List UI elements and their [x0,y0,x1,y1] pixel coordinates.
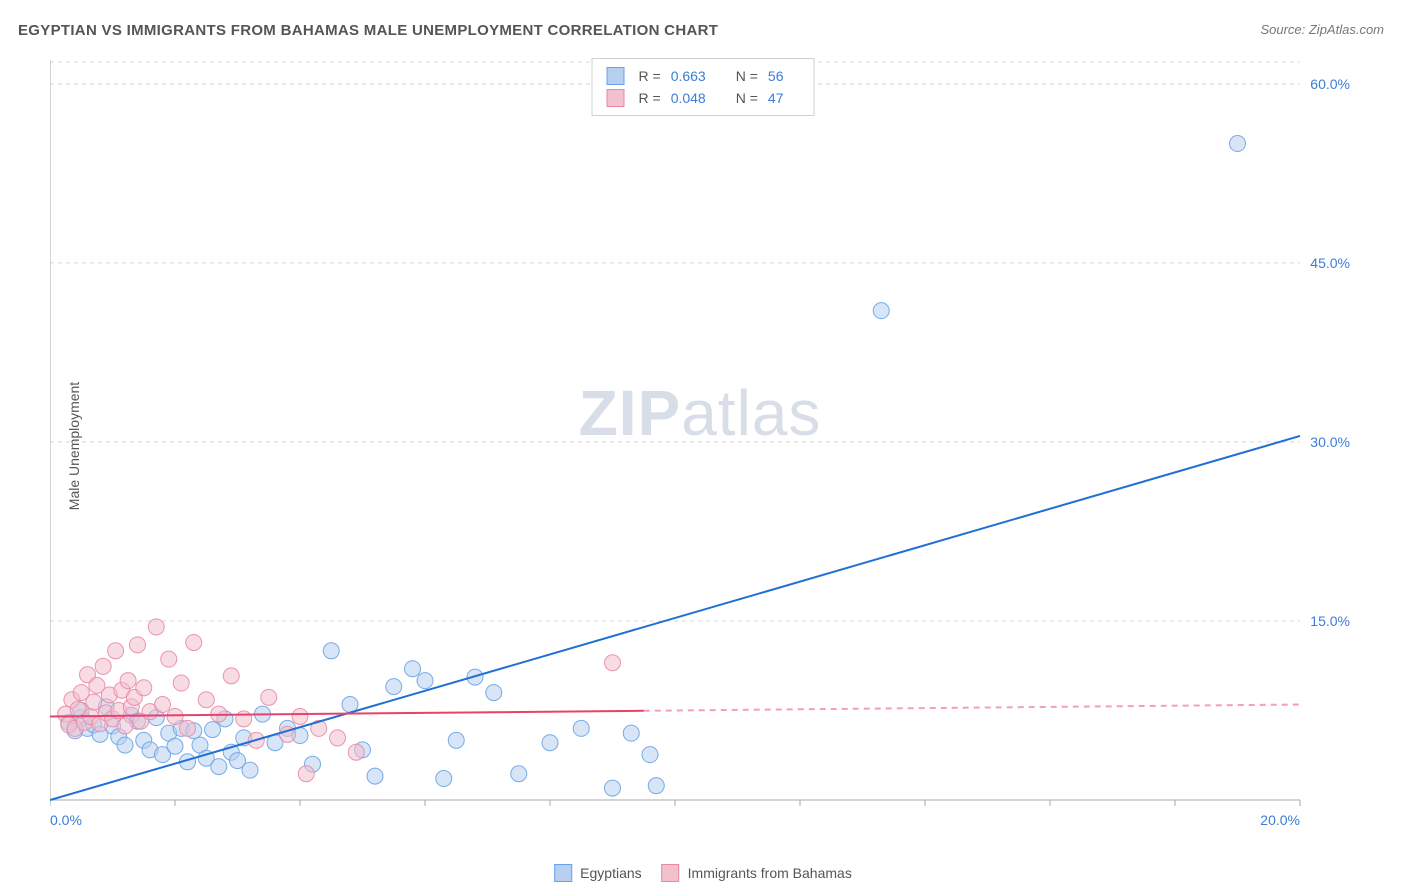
legend-swatch-icon [607,67,625,85]
legend-series-label: Egyptians [580,865,641,881]
y-tick-label: 15.0% [1310,613,1350,629]
legend-swatch-icon [607,89,625,107]
r-label: R = [639,68,661,84]
legend-swatch-icon [662,864,680,882]
scatter-plot [50,50,1350,840]
y-tick-label: 30.0% [1310,434,1350,450]
n-value: 47 [768,90,784,106]
r-value: 0.663 [671,68,706,84]
y-tick-label: 45.0% [1310,255,1350,271]
n-value: 56 [768,68,784,84]
n-label: N = [736,90,758,106]
y-tick-label: 60.0% [1310,76,1350,92]
legend-series-item: Immigrants from Bahamas [662,864,852,882]
legend-correlation-row: R = 0.663 N = 56 [607,65,800,87]
n-label: N = [736,68,758,84]
source-attribution: Source: ZipAtlas.com [1260,22,1384,37]
series-legend: Egyptians Immigrants from Bahamas [554,864,852,882]
legend-swatch-icon [554,864,572,882]
legend-series-label: Immigrants from Bahamas [688,865,852,881]
r-value: 0.048 [671,90,706,106]
x-tick-label: 20.0% [1260,812,1300,828]
legend-series-item: Egyptians [554,864,641,882]
chart-area: ZIPatlas 0.0%20.0%15.0%30.0%45.0%60.0% [50,50,1350,840]
legend-correlation-row: R = 0.048 N = 47 [607,87,800,109]
x-tick-label: 0.0% [50,812,82,828]
correlation-legend: R = 0.663 N = 56 R = 0.048 N = 47 [592,58,815,116]
chart-title: EGYPTIAN VS IMMIGRANTS FROM BAHAMAS MALE… [18,22,718,39]
r-label: R = [639,90,661,106]
